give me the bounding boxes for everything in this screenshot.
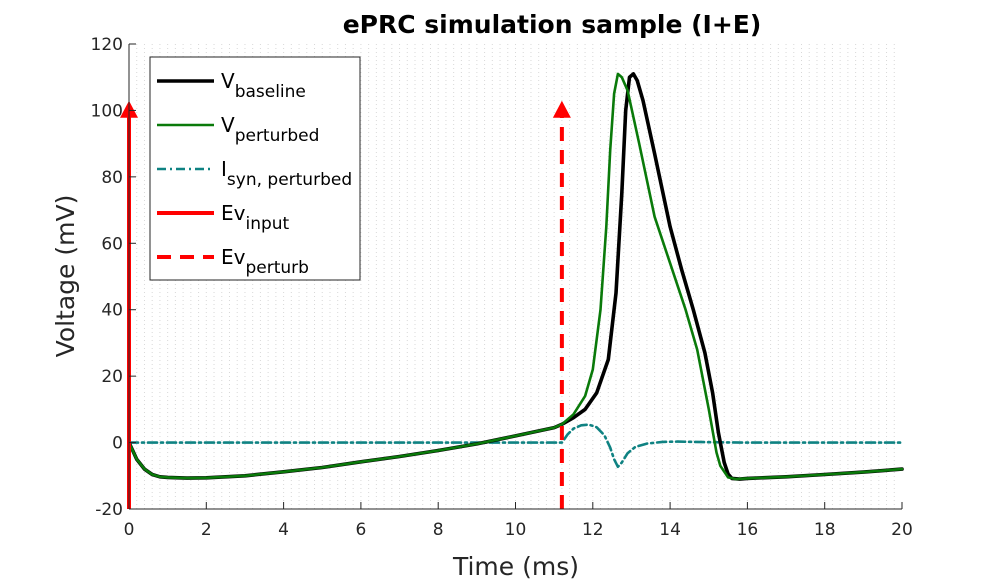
chart-title: ePRC simulation sample (I+E): [343, 10, 762, 39]
y-tick-label: 120: [91, 35, 123, 55]
x-tick-label: 8: [433, 520, 444, 540]
series-line-i-syn-perturbed: [127, 423, 904, 469]
x-tick-label: 20: [891, 520, 913, 540]
x-tick-label: 10: [505, 520, 527, 540]
event-arrow-head: [552, 100, 571, 118]
x-axis-label: Time (ms): [452, 552, 579, 581]
legend: Vbaseline Vperturbed Isyn, perturbed Evinpu…: [149, 56, 361, 281]
legend-label: Vperturbed: [221, 113, 319, 146]
y-tick-label: 60: [101, 234, 123, 254]
series-lines: [127, 72, 904, 481]
x-tick-label: 14: [659, 520, 681, 540]
x-tick-label: 6: [355, 520, 366, 540]
y-tick-label: 40: [101, 301, 123, 321]
x-tick-label: 2: [201, 520, 212, 540]
y-tick-label: 80: [101, 168, 123, 188]
y-tick-label: 20: [101, 367, 123, 387]
legend-label: Evinput: [221, 201, 290, 234]
x-tick-label: 18: [814, 520, 836, 540]
x-tick-label: 16: [737, 520, 759, 540]
y-axis-label: Voltage (mV): [51, 195, 80, 358]
legend-items: Vbaseline Vperturbed Isyn, perturbed Evinpu…: [157, 69, 352, 278]
y-tick-label: 0: [112, 434, 123, 454]
axes: [128, 43, 903, 510]
x-tick-label: 4: [278, 520, 289, 540]
x-tick-label: 0: [124, 520, 135, 540]
legend-label: Evperturb: [221, 245, 309, 278]
legend-label: Vbaseline: [221, 69, 306, 102]
y-tick-label: 100: [91, 101, 123, 121]
series-line-v-perturbed: [127, 72, 904, 481]
x-tick-label: 12: [582, 520, 604, 540]
legend-label: Isyn, perturbed: [221, 157, 352, 190]
y-tick-label: -20: [95, 500, 123, 520]
